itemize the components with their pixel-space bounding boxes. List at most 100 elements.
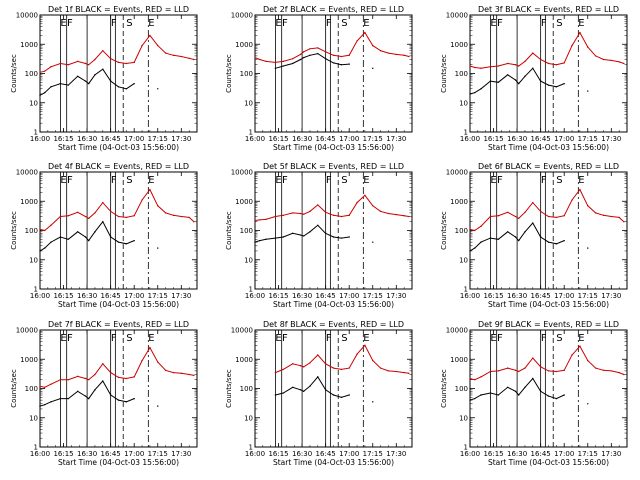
event-marker-label: F <box>326 333 332 344</box>
lld-point <box>59 378 62 381</box>
lld-point <box>188 373 190 376</box>
lld-point <box>497 215 499 217</box>
x-tick-label: 16:45 <box>101 292 121 300</box>
x-tick-label: 16:45 <box>316 292 336 300</box>
y-axis-label: Counts/sec <box>10 369 18 408</box>
y-axis-label: Counts/sec <box>10 54 18 93</box>
lld-point <box>94 373 96 376</box>
events-point <box>309 54 311 56</box>
events-series-line <box>40 381 158 406</box>
event-marker-label: F <box>497 333 503 344</box>
events-point <box>317 224 319 227</box>
x-tick-label: 17:15 <box>363 292 383 300</box>
lld-point <box>506 367 509 369</box>
lld-point <box>408 372 410 375</box>
events-series-line <box>40 69 158 95</box>
events-point <box>157 405 159 407</box>
lld-point <box>340 55 343 58</box>
panel-title: Det 9f BLACK = Events, RED = LLD <box>478 320 619 329</box>
events-series-line <box>470 379 588 404</box>
lld-point <box>324 51 327 53</box>
panel-title: Det 5f BLACK = Events, RED = LLD <box>263 162 404 171</box>
plot-frame <box>39 171 198 290</box>
y-tick-label: 10 <box>29 99 38 107</box>
events-point <box>282 236 284 238</box>
events-point <box>517 239 520 242</box>
lld-series-line <box>469 345 625 381</box>
x-axis-label: Start Time (04-Oct-03 15:56:00) <box>488 300 609 309</box>
y-tick-label: 10000 <box>16 327 38 335</box>
x-tick-label: 16:00 <box>30 135 50 143</box>
lld-point <box>340 368 343 371</box>
y-tick-label: 1 <box>34 129 38 137</box>
x-tick-label: 16:15 <box>483 135 503 143</box>
lld-point <box>141 44 143 47</box>
event-marker-label: F <box>67 333 73 344</box>
lld-point <box>489 66 492 68</box>
event-marker-label: S <box>126 333 132 344</box>
lld-point <box>254 56 256 59</box>
events-point <box>324 389 327 391</box>
lld-point <box>524 367 526 369</box>
event-marker-label: E <box>363 333 369 344</box>
x-tick-label: 16:30 <box>507 292 527 300</box>
event-marker-label: E <box>578 175 584 186</box>
lld-point <box>50 383 52 385</box>
lld-point <box>372 205 374 207</box>
events-point <box>474 397 476 400</box>
events-point <box>469 93 471 95</box>
events-point <box>489 80 492 82</box>
lld-point <box>474 66 476 69</box>
lld-point <box>364 194 366 196</box>
x-axis-label: Start Time (04-Oct-03 15:56:00) <box>58 143 179 152</box>
events-point <box>587 403 589 405</box>
lld-point <box>309 48 311 50</box>
x-tick-label: 17:15 <box>578 450 598 458</box>
x-tick-label: 17:30 <box>171 135 191 143</box>
lld-point <box>555 216 558 219</box>
x-tick-label: 17:00 <box>339 292 359 300</box>
events-point <box>348 394 350 396</box>
x-tick-label: 17:15 <box>578 292 598 300</box>
x-tick-label: 17:00 <box>124 450 144 458</box>
event-marker-label: F <box>111 175 117 186</box>
events-point <box>563 239 565 242</box>
lld-point <box>587 46 589 48</box>
lld-point <box>571 44 573 47</box>
panel-title: Det 8f BLACK = Events, RED = LLD <box>263 320 404 329</box>
events-point <box>50 401 52 403</box>
plot-frame <box>469 14 628 133</box>
lld-point <box>291 363 294 365</box>
lld-point <box>102 363 104 365</box>
events-point <box>539 390 542 393</box>
events-point <box>514 236 517 238</box>
x-tick-label: 16:45 <box>101 135 121 143</box>
events-point <box>506 386 509 388</box>
event-marker-label: F <box>282 175 288 186</box>
lld-point <box>254 219 256 222</box>
y-tick-label: 10 <box>244 256 253 264</box>
panel-title: Det 1f BLACK = Events, RED = LLD <box>48 5 189 14</box>
lld-point <box>44 70 46 72</box>
events-point <box>87 82 90 85</box>
lld-point <box>67 378 69 381</box>
events-series-line <box>275 54 372 69</box>
lld-point <box>602 58 605 61</box>
events-point <box>348 236 350 238</box>
x-tick-label: 16:45 <box>316 135 336 143</box>
lld-point <box>387 212 390 215</box>
lld-point <box>332 54 335 56</box>
x-tick-label: 17:15 <box>578 135 598 143</box>
events-point <box>109 80 112 82</box>
lld-point <box>117 215 120 218</box>
x-tick-label: 16:45 <box>316 450 336 458</box>
event-marker-label: S <box>556 333 562 344</box>
y-tick-label: 100 <box>240 70 253 78</box>
lld-point <box>87 217 90 220</box>
lld-point <box>117 376 120 379</box>
y-tick-label: 10000 <box>446 169 468 177</box>
y-tick-label: 10 <box>244 99 253 107</box>
x-tick-label: 17:15 <box>148 135 168 143</box>
lld-point <box>50 66 52 68</box>
